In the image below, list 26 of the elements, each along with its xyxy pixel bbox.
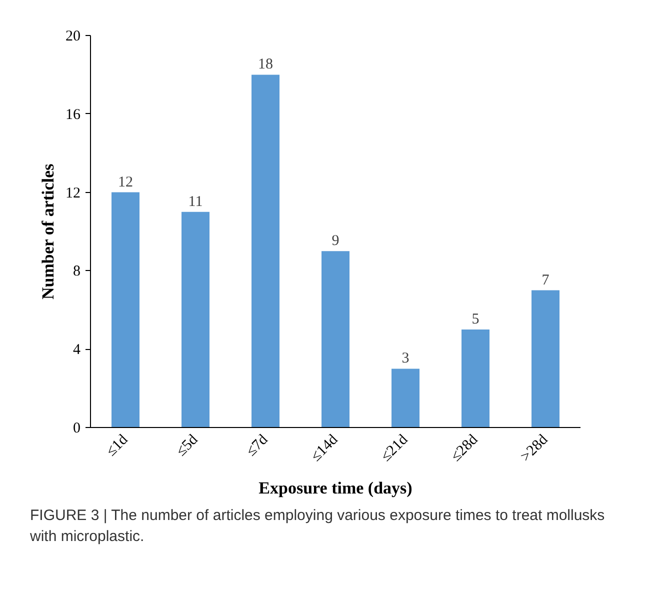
x-axis-title: Exposure time (days) <box>258 478 412 498</box>
x-tick-label: ≤1d <box>103 431 132 460</box>
bar <box>392 368 420 428</box>
bar <box>462 330 490 428</box>
data-label: 7 <box>542 272 550 288</box>
y-tick-label: 4 <box>73 342 81 358</box>
caption: FIGURE 3 | The number of articles employing various exposure times to treat mollusks with microplastic. <box>30 506 606 547</box>
y-tick-label: 20 <box>66 28 80 44</box>
data-label: 12 <box>118 174 133 190</box>
data-label: 9 <box>332 233 340 250</box>
y-tick-label: 8 <box>73 264 80 280</box>
bar <box>252 74 280 428</box>
bar <box>182 212 210 428</box>
y-axis-title: Number of articles <box>38 163 58 300</box>
data-label: 5 <box>472 312 480 328</box>
bar <box>532 290 560 428</box>
data-label: 3 <box>402 350 410 367</box>
y-tick-label: 0 <box>73 420 80 436</box>
x-tick-label: ≤5d <box>173 431 202 460</box>
bar <box>112 192 140 428</box>
bar <box>322 251 350 428</box>
y-tick-label: 16 <box>66 106 81 123</box>
data-label: 18 <box>258 56 273 73</box>
y-tick-label: 12 <box>66 185 80 202</box>
data-label: 11 <box>188 194 203 210</box>
x-tick-label: ≤7d <box>243 431 272 460</box>
